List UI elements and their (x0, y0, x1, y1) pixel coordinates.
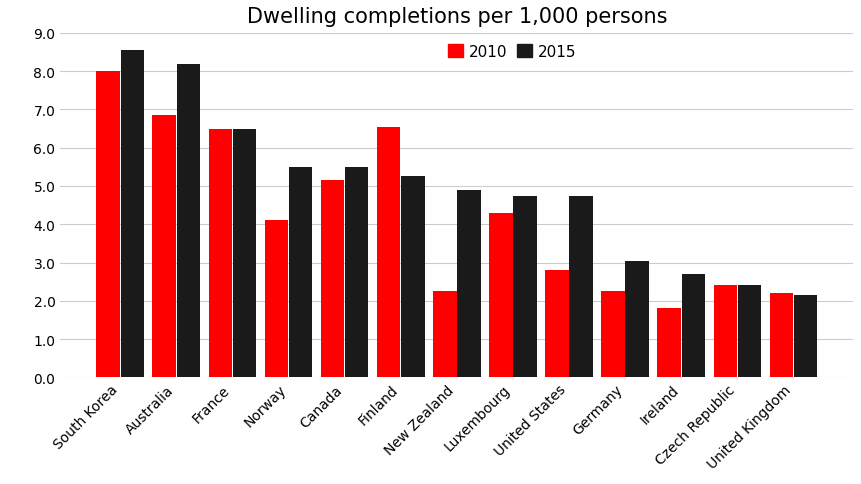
Bar (376, 127, 400, 378)
Bar (344, 167, 368, 378)
Bar (713, 286, 736, 378)
Bar (769, 293, 792, 378)
Bar (121, 51, 144, 378)
Title: Dwelling completions per 1,000 persons: Dwelling completions per 1,000 persons (246, 7, 666, 27)
Bar (657, 309, 680, 378)
Bar (601, 291, 624, 378)
Bar (681, 274, 704, 378)
Bar (793, 295, 816, 378)
Bar (232, 129, 256, 378)
Bar (177, 64, 200, 378)
Bar (456, 190, 480, 378)
Bar (568, 196, 592, 378)
Bar (288, 167, 312, 378)
Bar (208, 129, 232, 378)
Bar (488, 213, 512, 378)
Bar (545, 271, 568, 378)
Bar (264, 221, 288, 378)
Bar (96, 72, 120, 378)
Bar (400, 177, 424, 378)
Bar (320, 181, 344, 378)
Bar (432, 291, 456, 378)
Legend: 2010, 2015: 2010, 2015 (448, 45, 576, 60)
Bar (625, 261, 648, 378)
Bar (152, 116, 176, 378)
Bar (737, 286, 760, 378)
Bar (512, 196, 536, 378)
